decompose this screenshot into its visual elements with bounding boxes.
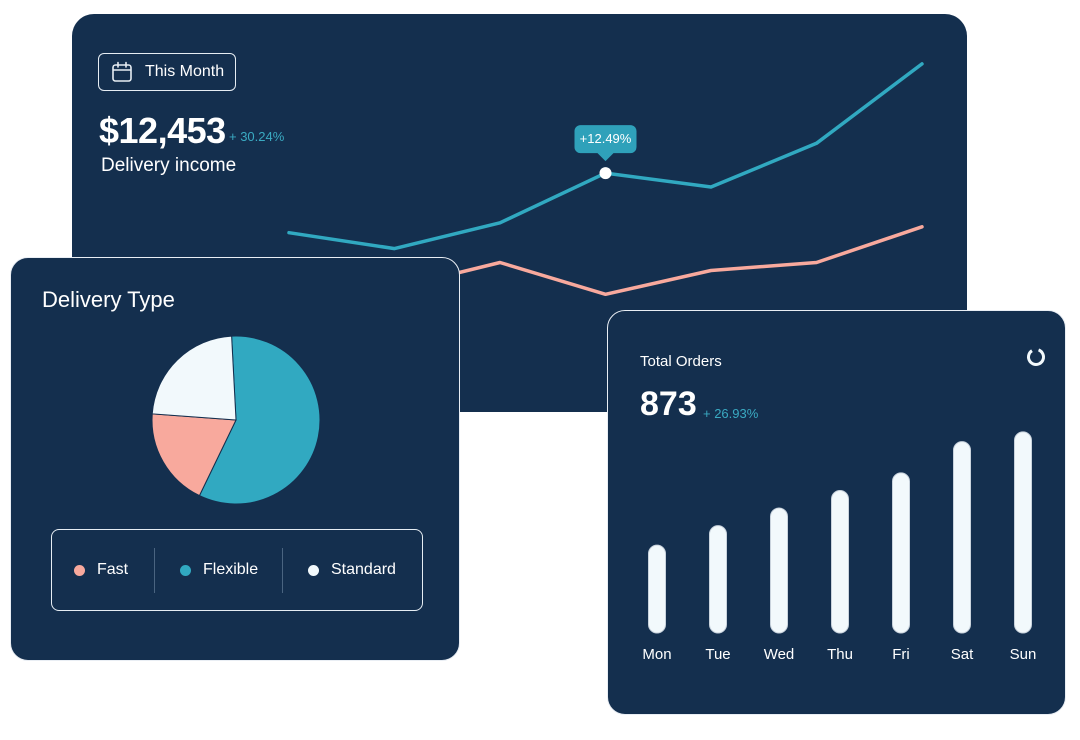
orders-bar-label-mon: Mon — [642, 646, 671, 663]
income-value: $12,453 — [99, 110, 226, 151]
orders-bar-tue — [709, 525, 727, 634]
period-selector-button[interactable]: This Month — [98, 53, 236, 91]
calendar-icon — [112, 61, 132, 82]
refresh-icon[interactable] — [1025, 346, 1047, 368]
orders-bar-chart: Mon Tue Wed Thu Fri Sat Sun — [642, 431, 1037, 663]
total-orders-card: Total Orders 873 + 26.93% Mon Tue Wed Thu Fr… — [607, 310, 1066, 715]
delivery-type-pie-chart — [151, 335, 321, 505]
delivery-type-card: Delivery Type Fast Flexible Standard — [10, 257, 460, 661]
orders-bar-label-sun: Sun — [1010, 646, 1037, 663]
pie-slice-fast — [151, 413, 237, 497]
delivery-type-title: Delivery Type — [42, 287, 175, 312]
orders-bar-label-sat: Sat — [951, 646, 974, 663]
highlight-tooltip — [574, 125, 637, 162]
legend-dot-standard — [308, 564, 319, 576]
pie-legend: Fast Flexible Standard — [51, 529, 423, 611]
orders-bar-wed — [770, 507, 788, 634]
orders-bar-label-thu: Thu — [827, 646, 853, 663]
orders-bar-sun — [1014, 431, 1032, 634]
orders-title: Total Orders — [640, 353, 722, 370]
orders-value: 873 — [640, 385, 697, 423]
legend-divider — [154, 548, 155, 593]
orders-bar-fri — [892, 472, 910, 634]
orders-bar-sat — [953, 441, 971, 634]
orders-bar-label-fri: Fri — [892, 646, 910, 663]
legend-dot-fast — [74, 564, 85, 576]
legend-label-standard: Standard — [331, 561, 396, 578]
legend-label-flexible: Flexible — [203, 561, 259, 578]
orders-bar-mon — [648, 544, 666, 634]
legend-item-standard: Standard — [308, 530, 396, 610]
orders-bar-label-wed: Wed — [764, 646, 795, 663]
period-selector-label: This Month — [145, 63, 225, 80]
legend-label-fast: Fast — [97, 561, 129, 578]
pie-slice-flexible — [198, 335, 321, 505]
legend-dot-flexible — [180, 564, 191, 576]
orders-change: + 26.93% — [703, 406, 759, 421]
highlight-point[interactable] — [599, 167, 612, 180]
orders-bar-label-tue: Tue — [705, 646, 730, 663]
legend-divider — [282, 548, 283, 593]
legend-item-fast: Fast — [74, 530, 128, 610]
income-change: + 30.24% — [229, 129, 285, 144]
income-label: Delivery income — [101, 155, 237, 176]
pie-slice-standard — [151, 335, 237, 421]
orders-bar-thu — [831, 489, 849, 634]
legend-item-flexible: Flexible — [180, 530, 258, 610]
highlight-tooltip-label: +12.49% — [580, 131, 632, 146]
